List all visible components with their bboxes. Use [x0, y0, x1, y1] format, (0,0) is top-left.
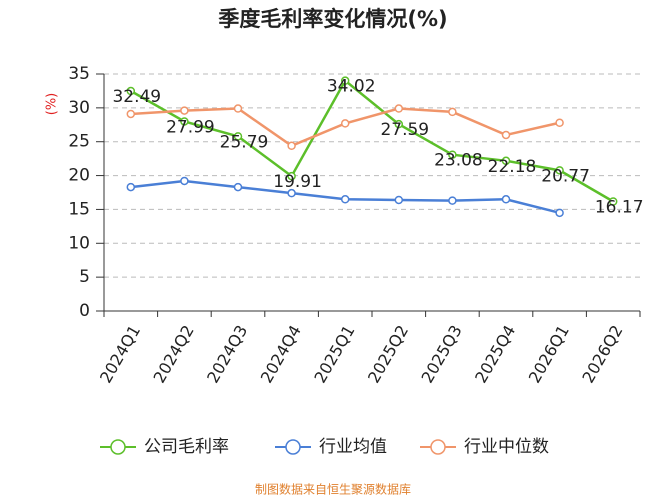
- source-note: 制图数据来自恒生聚源数据库: [255, 482, 411, 497]
- x-tick-label: 2026Q1: [525, 322, 573, 386]
- data-label: 25.79: [220, 132, 269, 152]
- point: [448, 150, 457, 159]
- x-tick-label: 2025Q3: [418, 322, 466, 386]
- y-tick-label: 30: [68, 98, 90, 118]
- point: [340, 119, 350, 128]
- x-tick-label: 2024Q3: [203, 322, 251, 386]
- x-tick-label: 2026Q2: [578, 322, 626, 386]
- x-tick-label: 2025Q4: [471, 322, 519, 386]
- data-label: 16.17: [595, 198, 644, 218]
- point: [287, 141, 296, 151]
- point: [233, 182, 243, 192]
- legend-marker: [285, 439, 301, 455]
- point: [287, 171, 296, 181]
- x-tick-label: 2024Q1: [96, 322, 144, 386]
- point: [340, 76, 350, 85]
- series-line: [130, 78, 614, 203]
- y-tick-label: 15: [68, 199, 90, 219]
- legend-label: 公司毛利率: [144, 437, 229, 457]
- point: [340, 195, 350, 204]
- point: [555, 118, 564, 128]
- point: [608, 197, 618, 206]
- data-label: 27.99: [166, 117, 215, 137]
- legend-marker: [110, 439, 126, 455]
- point: [448, 196, 457, 205]
- point: [180, 176, 189, 186]
- data-label: 34.02: [327, 77, 376, 97]
- x-tick-label: 2025Q2: [364, 322, 412, 386]
- data-label: 20.77: [541, 166, 590, 186]
- point: [126, 109, 136, 119]
- data-label: 22.18: [488, 157, 537, 177]
- point: [394, 195, 404, 205]
- y-tick-label: 35: [68, 64, 90, 84]
- x-tick-label: 2025Q1: [310, 322, 358, 386]
- data-label: 27.59: [380, 120, 429, 140]
- point: [287, 188, 296, 198]
- point: [501, 130, 511, 140]
- y-tick-label: 0: [79, 301, 90, 321]
- point: [126, 182, 136, 192]
- point: [394, 119, 404, 129]
- x-tick-label: 2024Q4: [257, 322, 305, 386]
- point: [180, 117, 189, 126]
- point: [501, 156, 511, 166]
- data-label: 23.08: [434, 151, 483, 171]
- point: [394, 104, 404, 113]
- y-axis-label: (%): [45, 93, 60, 116]
- data-label: 19.91: [273, 172, 322, 192]
- y-tick-label: 25: [68, 132, 90, 152]
- point: [501, 195, 511, 204]
- legend-marker: [430, 439, 446, 455]
- chart-title: 季度毛利率变化情况(%): [218, 7, 447, 31]
- point: [555, 166, 564, 175]
- point: [126, 86, 136, 96]
- point: [233, 104, 243, 113]
- x-tick-label: 2024Q2: [150, 322, 198, 386]
- point: [180, 106, 189, 115]
- y-tick-label: 20: [68, 166, 90, 186]
- y-tick-label: 5: [79, 267, 90, 287]
- legend-label: 行业均值: [319, 437, 387, 457]
- data-label: 32.49: [112, 87, 161, 107]
- point: [448, 107, 457, 117]
- point: [233, 132, 243, 141]
- y-tick-label: 10: [68, 233, 90, 253]
- legend-label: 行业中位数: [464, 437, 549, 457]
- point: [555, 208, 564, 218]
